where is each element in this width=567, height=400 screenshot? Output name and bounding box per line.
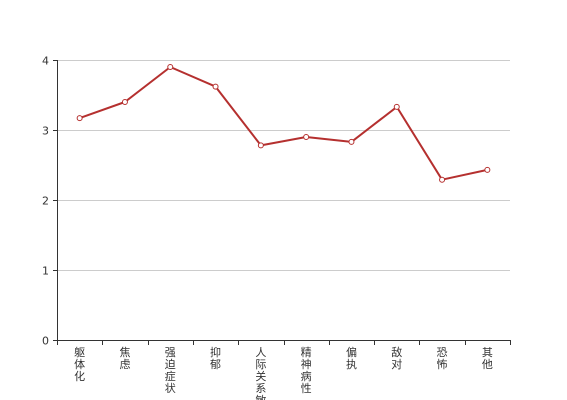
x-tick-marks xyxy=(57,340,511,345)
y-tick-labels: 0 1 2 3 4 xyxy=(42,55,57,348)
data-point-9[interactable] xyxy=(484,166,491,173)
data-point-6[interactable] xyxy=(348,138,355,145)
category-label-4: 人际关系敏感 xyxy=(255,346,266,400)
category-label-8: 恐怖 xyxy=(437,346,448,371)
y-tick-label-4: 4 xyxy=(42,55,49,68)
category-label-5: 精神病性 xyxy=(301,346,312,395)
series-line-0 xyxy=(79,66,488,181)
y-tick-label-2: 2 xyxy=(42,195,49,208)
data-point-0[interactable] xyxy=(76,115,83,122)
data-point-3[interactable] xyxy=(212,83,219,90)
category-label-6: 偏执 xyxy=(346,345,357,371)
y-tick-label-3: 3 xyxy=(42,125,49,138)
data-point-7[interactable] xyxy=(393,103,400,110)
y-tick-label-0: 0 xyxy=(42,335,49,348)
data-point-2[interactable] xyxy=(167,64,174,70)
data-point-1[interactable] xyxy=(121,99,128,105)
y-tick-label-1: 1 xyxy=(42,265,49,278)
category-label-2: 强迫症状 xyxy=(165,346,176,395)
category-label-0: 躯体化 xyxy=(74,346,85,383)
series-layer xyxy=(76,64,491,183)
axes xyxy=(57,60,510,341)
category-label-9: 其他 xyxy=(482,346,493,371)
data-point-8[interactable] xyxy=(439,176,446,183)
data-point-4[interactable] xyxy=(257,142,264,149)
gridlines xyxy=(57,60,510,271)
category-label-7: 敌对 xyxy=(391,345,402,371)
category-label-1: 焦虑 xyxy=(119,346,130,371)
data-point-5[interactable] xyxy=(303,134,310,140)
category-label-3: 抑郁 xyxy=(210,345,221,371)
category-labels: 躯体化 焦虑 强迫症状 抑郁 人际关系敏感 精神病性 偏执 敌对 恐怖 其他 xyxy=(74,345,493,400)
